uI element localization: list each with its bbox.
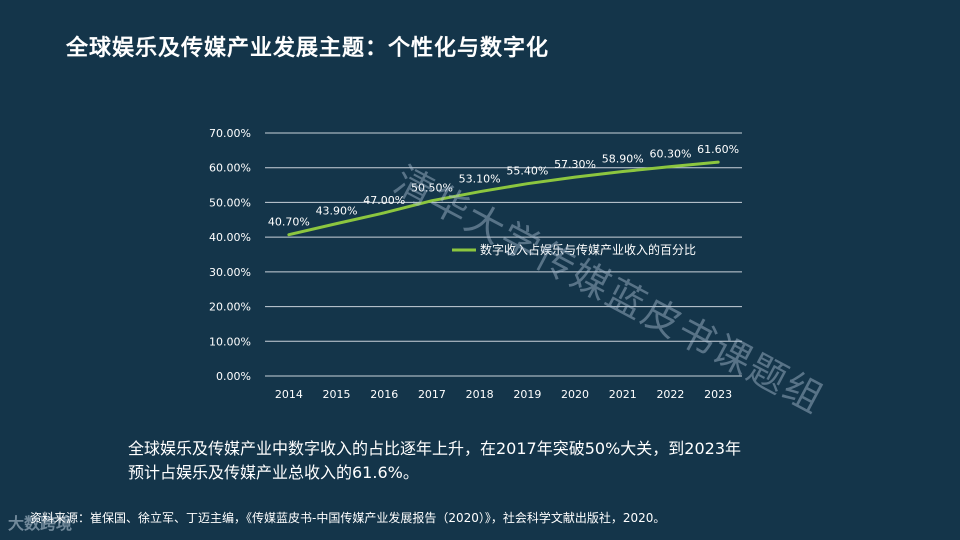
x-tick-label: 2018 [466, 388, 494, 401]
data-label: 57.30% [554, 158, 596, 171]
logo-text: 大数跨境 [8, 514, 73, 533]
data-label: 60.30% [649, 148, 691, 161]
y-tick-label: 30.00% [209, 266, 251, 279]
y-tick-label: 60.00% [209, 162, 251, 175]
source-note: 资料来源：崔保国、徐立军、丁迈主编，《传媒蓝皮书-中国传媒产业发展报告（2020… [30, 511, 666, 525]
y-tick-label: 10.00% [209, 335, 251, 348]
page-title: 全球娱乐及传媒产业发展主题：个性化与数字化 [66, 36, 550, 61]
data-label: 43.90% [316, 205, 358, 218]
y-tick-label: 50.00% [209, 196, 251, 209]
summary-line-2: 预计占娱乐及传媒产业总收入的61.6%。 [128, 463, 419, 482]
x-tick-label: 2017 [418, 388, 446, 401]
legend-label: 数字收入占娱乐与传媒产业收入的百分比 [480, 242, 696, 257]
x-tick-label: 2015 [323, 388, 351, 401]
summary-line-1: 全球娱乐及传媒产业中数字收入的占比逐年上升，在2017年突破50%大关，到202… [128, 439, 742, 458]
data-label: 55.40% [506, 165, 548, 178]
x-tick-label: 2016 [370, 388, 398, 401]
x-tick-label: 2020 [561, 388, 589, 401]
data-label: 47.00% [363, 194, 405, 207]
x-tick-label: 2023 [704, 388, 732, 401]
y-tick-label: 70.00% [209, 127, 251, 140]
y-tick-label: 0.00% [216, 370, 251, 383]
summary-text: 全球娱乐及传媒产业中数字收入的占比逐年上升，在2017年突破50%大关，到202… [128, 437, 828, 485]
data-label: 61.60% [697, 143, 739, 156]
series-line [287, 160, 720, 237]
x-tick-label: 2022 [656, 388, 684, 401]
x-tick-label: 2019 [513, 388, 541, 401]
data-label: 50.50% [411, 182, 453, 195]
y-tick-label: 20.00% [209, 301, 251, 314]
y-tick-label: 40.00% [209, 231, 251, 244]
x-tick-label: 2014 [275, 388, 303, 401]
x-tick-label: 2021 [609, 388, 637, 401]
data-label: 58.90% [602, 153, 644, 166]
data-label: 40.70% [268, 216, 310, 229]
data-label: 53.10% [459, 173, 501, 186]
